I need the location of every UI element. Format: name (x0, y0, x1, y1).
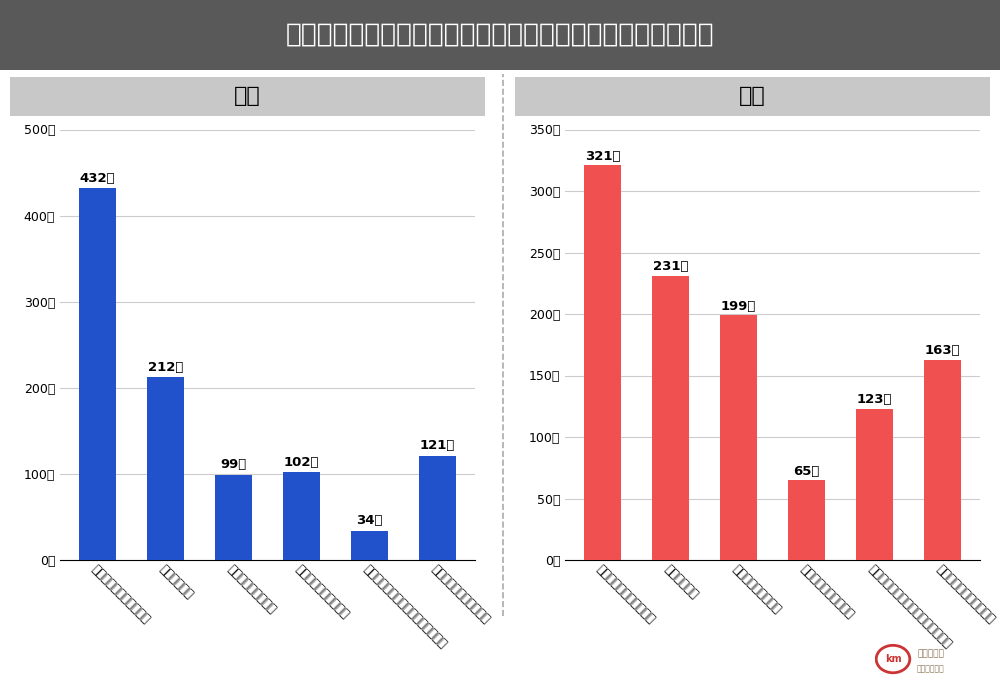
Bar (215, 475, 252, 560)
Text: 102名: 102名 (284, 456, 319, 469)
Text: ーメディアー: ーメディアー (917, 664, 945, 673)
Text: 99名: 99名 (220, 458, 247, 471)
Bar (788, 480, 825, 560)
Text: 432名: 432名 (80, 172, 115, 185)
Bar (147, 377, 184, 560)
Text: 123名: 123名 (857, 393, 892, 406)
Text: 34名: 34名 (356, 514, 383, 527)
Text: km: km (885, 654, 901, 664)
Text: 163名: 163名 (925, 344, 960, 357)
Text: 既婚者マッチングアプリを利用なら不安材料はなんですか？: 既婚者マッチングアプリを利用なら不安材料はなんですか？ (286, 22, 714, 48)
Text: 女性: 女性 (739, 86, 766, 106)
Bar (283, 473, 320, 560)
Bar (351, 531, 388, 560)
Bar (419, 456, 456, 560)
Bar (652, 276, 689, 560)
Text: 121名: 121名 (420, 440, 455, 452)
Text: 231名: 231名 (653, 260, 688, 274)
Bar (79, 188, 116, 560)
Bar (720, 315, 757, 560)
Text: 212名: 212名 (148, 361, 183, 374)
Bar (856, 409, 893, 560)
Text: 男性: 男性 (234, 86, 261, 106)
Text: 既婚マッチ: 既婚マッチ (917, 650, 944, 659)
Text: 199名: 199名 (721, 300, 756, 313)
Bar (584, 165, 621, 560)
Text: 321名: 321名 (585, 150, 620, 162)
Bar (924, 360, 961, 560)
Text: 65名: 65名 (793, 465, 820, 477)
